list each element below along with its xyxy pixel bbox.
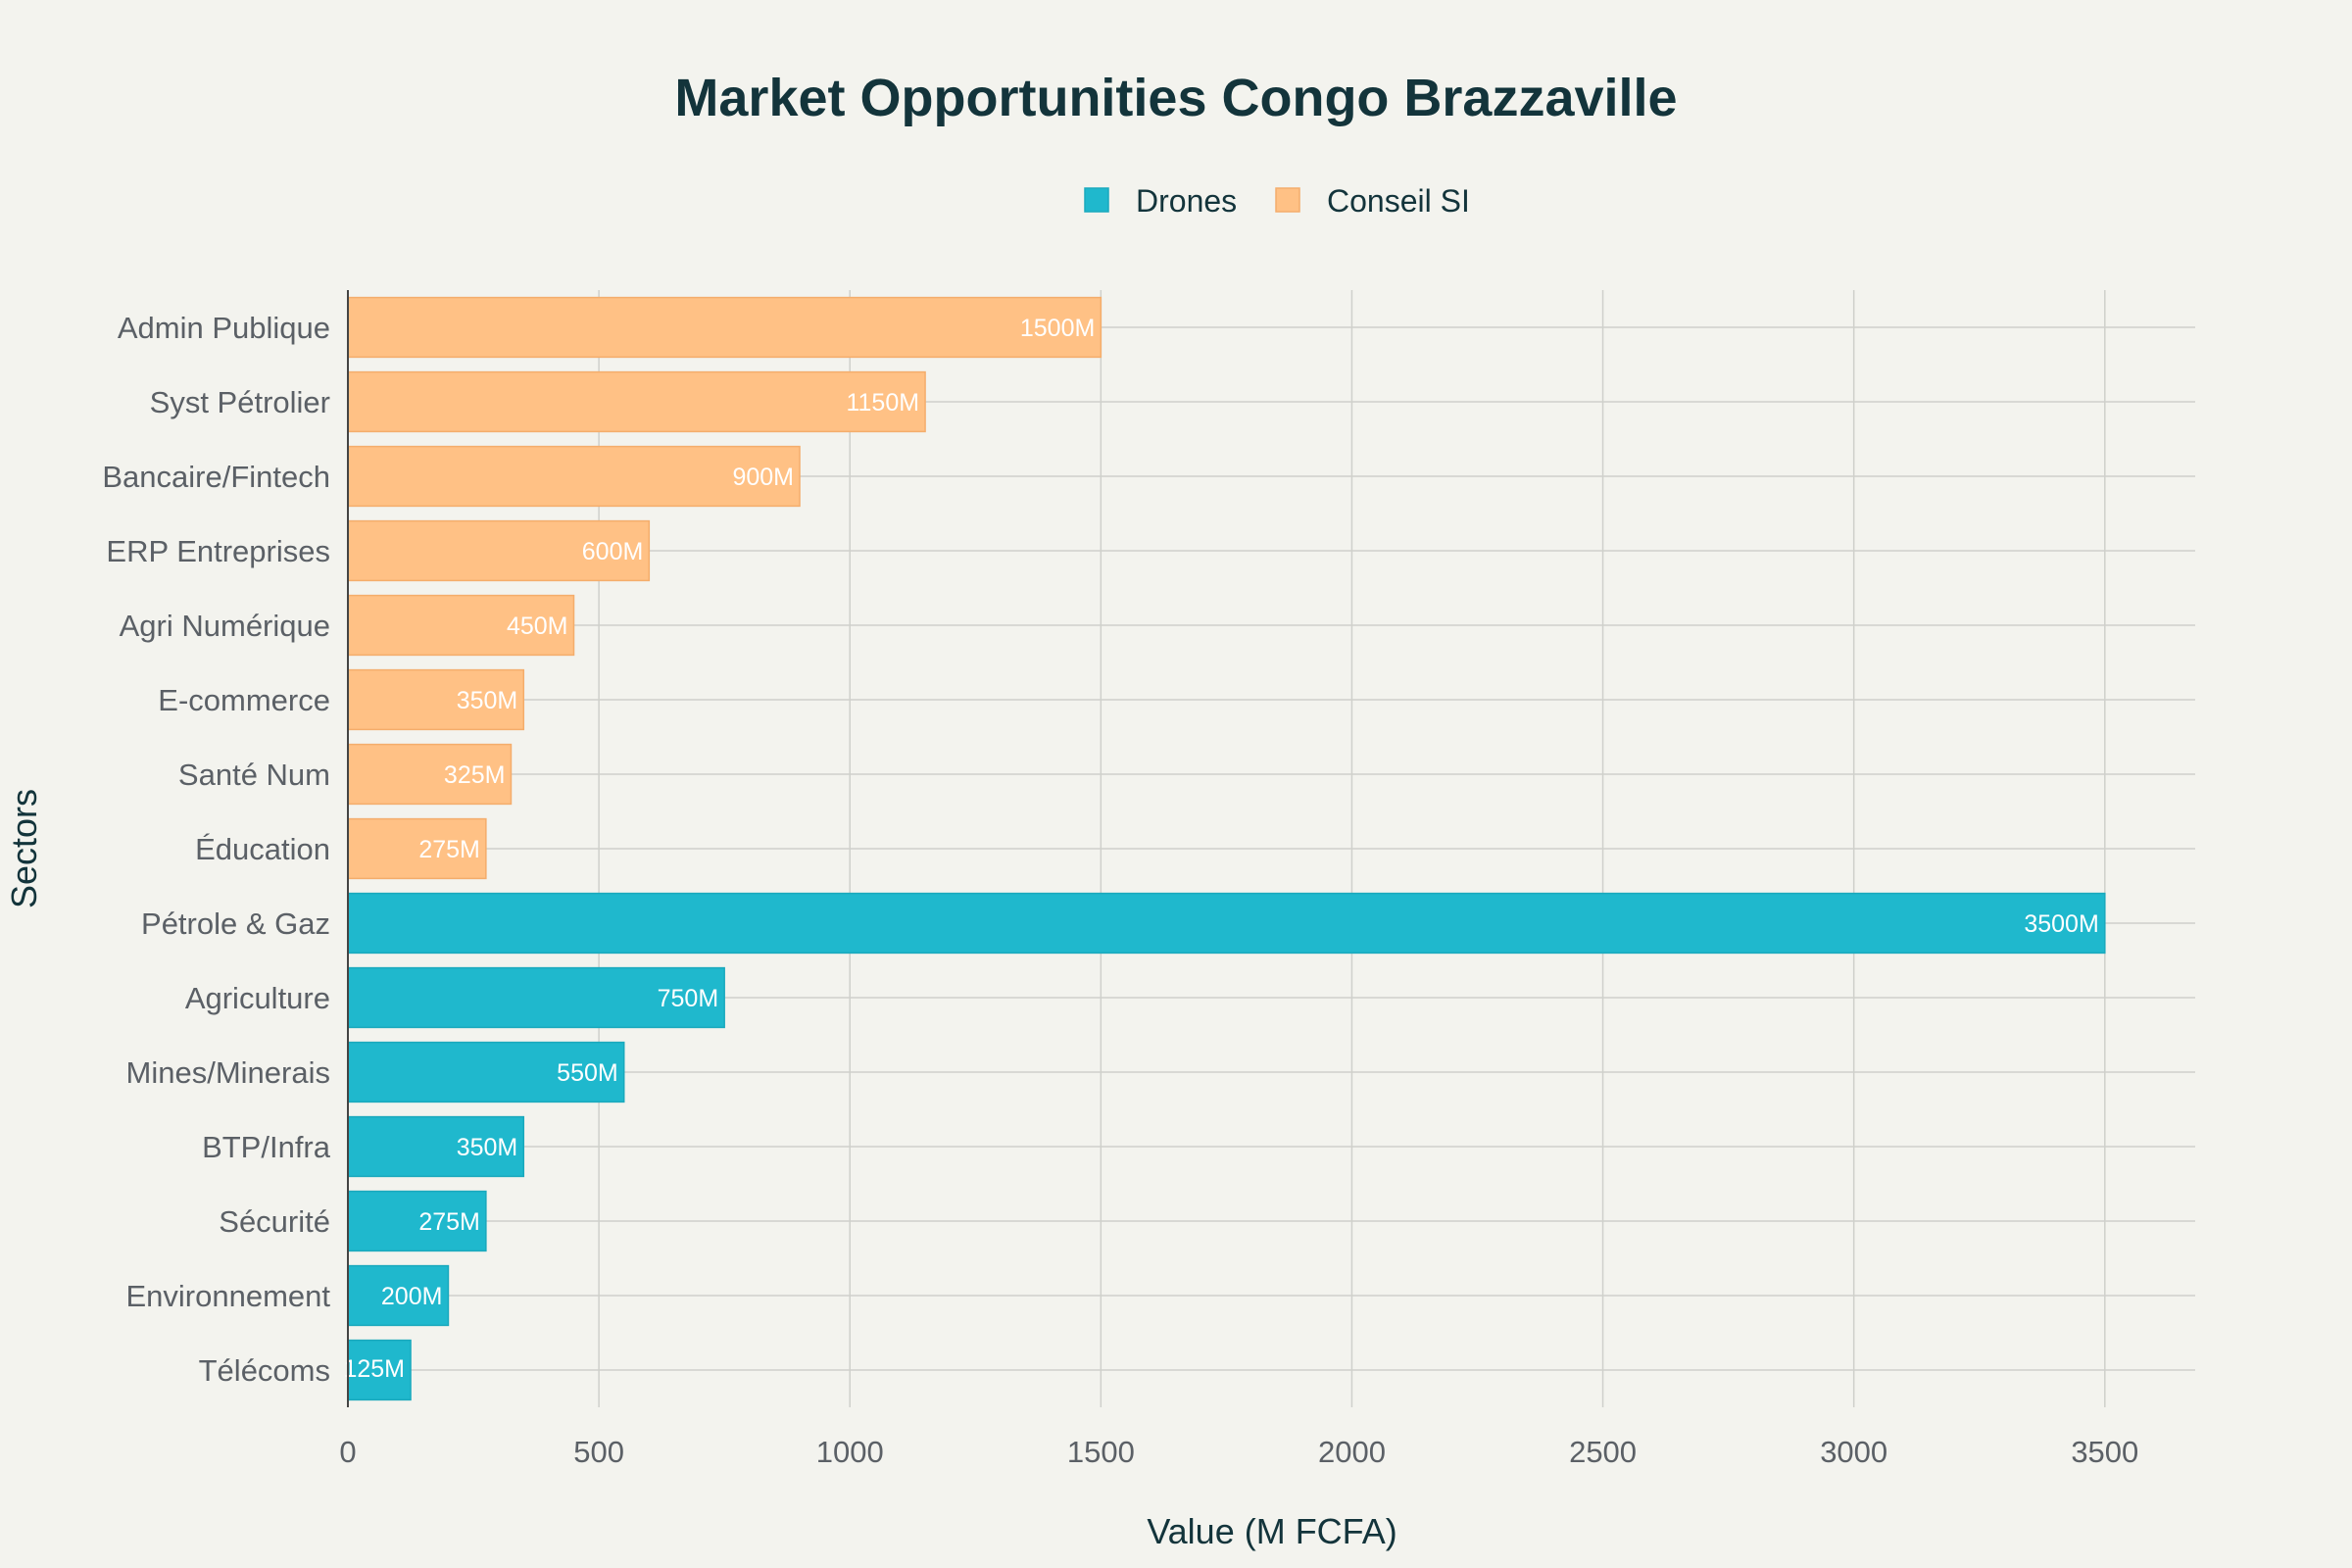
y-axis-tick-labels: Admin Publique Syst Pétrolier Bancaire/Fin…: [102, 311, 330, 1388]
bar-btp-infra: [347, 1115, 525, 1178]
y-tick-label: Agriculture: [185, 981, 330, 1015]
y-tick-label: Environnement: [125, 1279, 330, 1313]
y-tick-label: Santé Num: [178, 758, 330, 792]
bar-syst-p-trolier: [347, 370, 926, 433]
bar-agri-num-rique: [347, 594, 575, 657]
y-tick-label: E-commerce: [158, 683, 330, 717]
y-axis-title: Sectors: [4, 789, 44, 908]
bar-value-label: 450M: [507, 612, 568, 640]
y-tick-label: BTP/Infra: [202, 1130, 331, 1164]
bars: [347, 296, 2106, 1401]
y-tick-label: ERP Entreprises: [106, 534, 330, 568]
bar-value-label: 750M: [658, 985, 719, 1012]
bar-value-label: 275M: [418, 836, 480, 863]
bar-value-label: 3500M: [2024, 910, 2098, 938]
y-tick-label: Mines/Minerais: [126, 1055, 330, 1090]
x-tick-label: 3500: [2071, 1435, 2138, 1469]
bar--ducation: [347, 817, 487, 880]
bar-erp-entreprises: [347, 519, 651, 582]
bar-value-label: 275M: [418, 1208, 480, 1236]
x-tick-label: 2000: [1318, 1435, 1386, 1469]
bar-value-label: 1500M: [1020, 315, 1095, 342]
y-tick-label: Admin Publique: [118, 311, 330, 345]
legend-label: Conseil SI: [1327, 183, 1470, 219]
gridlines: [348, 290, 2195, 1407]
bar-value-label: 550M: [557, 1059, 618, 1087]
bar-value-label: 325M: [444, 761, 506, 789]
y-tick-label: Agri Numérique: [120, 609, 330, 643]
legend-swatch: [1275, 187, 1300, 213]
y-tick-label: Télécoms: [199, 1353, 330, 1388]
bar-p-trole-gaz: [347, 892, 2106, 955]
bar-value-label: 125M: [343, 1355, 405, 1383]
x-tick-label: 1500: [1067, 1435, 1135, 1469]
bar-value-label: 900M: [732, 464, 794, 491]
bar-value-label: 600M: [582, 538, 644, 565]
bar-environnement: [347, 1264, 450, 1327]
bar-admin-publique: [347, 296, 1102, 359]
chart-title: Market Opportunities Congo Brazzaville: [674, 69, 1677, 127]
legend-label: Drones: [1136, 183, 1237, 219]
x-tick-label: 3000: [1820, 1435, 1887, 1469]
x-tick-label: 1000: [816, 1435, 884, 1469]
bar-mines-minerais: [347, 1041, 625, 1103]
bar-labels: 1500M 1150M 900M 600M 450M 350M 325M 275M 3500M 7…: [343, 315, 2098, 1383]
x-axis-tick-labels: 0 500 1000 1500 2000 2500 3000 3500: [339, 1435, 2138, 1469]
legend: Drones Conseil SI: [1084, 183, 1470, 219]
bar-value-label: 200M: [381, 1283, 443, 1310]
x-tick-label: 2500: [1569, 1435, 1637, 1469]
x-tick-label: 500: [573, 1435, 624, 1469]
legend-swatch: [1084, 187, 1109, 213]
bar-sant-num: [347, 743, 513, 806]
bar-t-l-coms: [347, 1339, 412, 1401]
y-tick-label: Sécurité: [219, 1204, 330, 1239]
bar-value-label: 350M: [457, 687, 518, 714]
bar-value-label: 1150M: [846, 389, 919, 416]
y-tick-label: Bancaire/Fintech: [102, 460, 330, 494]
bar-s-curit-: [347, 1190, 487, 1252]
x-axis-title: Value (M FCFA): [1147, 1511, 1396, 1551]
y-tick-label: Éducation: [195, 832, 330, 866]
y-tick-label: Syst Pétrolier: [150, 385, 330, 419]
bar-value-label: 350M: [457, 1134, 518, 1161]
bar-bancaire-fintech: [347, 445, 801, 508]
x-tick-label: 0: [339, 1435, 356, 1469]
y-tick-label: Pétrole & Gaz: [141, 906, 330, 941]
